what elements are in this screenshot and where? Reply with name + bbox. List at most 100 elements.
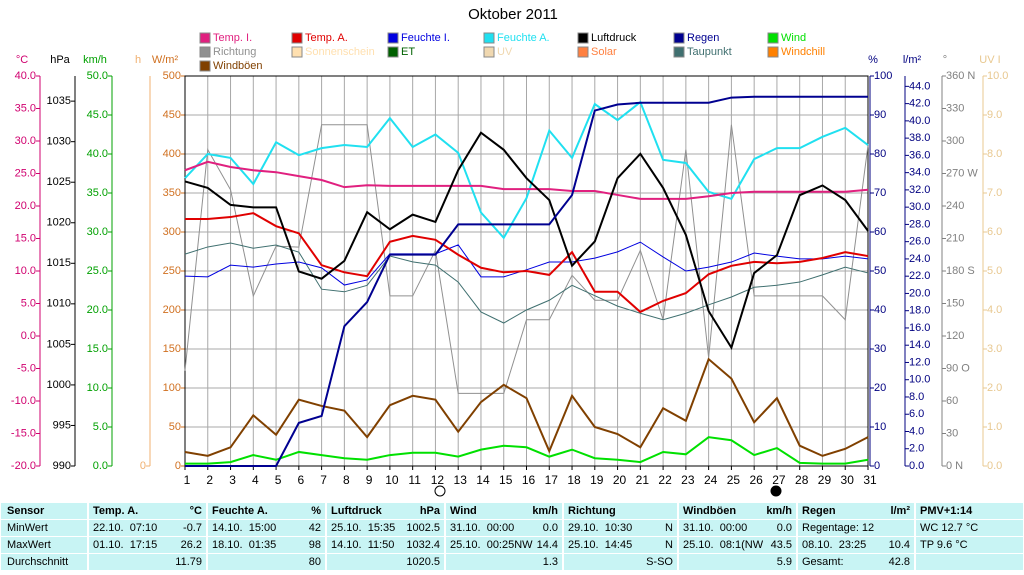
legend-label: Temp. A.: [305, 32, 348, 44]
y-tick-label: 10: [874, 421, 886, 433]
y-tick-label: 80: [874, 148, 886, 160]
table-cell: Regentage: 12: [798, 520, 914, 536]
y-tick-label: 6.0: [987, 226, 1002, 238]
series-line: [184, 160, 869, 200]
x-tick-label: 31: [863, 473, 877, 487]
series-line: [184, 100, 869, 240]
y-tick-label: 42.0: [909, 98, 930, 110]
cell-text: 43.5: [770, 539, 792, 551]
y-tick-label: -5.0: [17, 362, 36, 374]
table-cell: Feuchte A.%: [208, 503, 325, 519]
axis-unit: %: [868, 54, 878, 66]
y-tick-label: 60: [946, 395, 958, 407]
stats-table: Sensor Temp. A. °C Feuchte A.% Luftdruck hPa W…: [0, 500, 1024, 575]
y-tick-label: 0: [874, 460, 880, 472]
legend-label: Feuchte A.: [497, 32, 550, 44]
y-tick-label: 100: [874, 70, 892, 82]
legend-swatch: [767, 46, 779, 58]
x-tick-label: 20: [613, 473, 627, 487]
y-tick-label: 5.0: [21, 297, 36, 309]
cell-text: 22.10. 07:10: [93, 522, 158, 534]
legend-label: Wind: [781, 32, 806, 44]
x-tick-label: 22: [658, 473, 672, 487]
y-tick-label: 38.0: [909, 132, 930, 144]
x-tick-label: 28: [795, 473, 809, 487]
x-tick-label: 7: [320, 473, 327, 487]
series-line: [184, 357, 869, 457]
y-tick-label: 40.0: [909, 115, 930, 127]
series-line: [184, 131, 869, 351]
cell-text: 1002.5: [406, 522, 440, 534]
cell-text: 25.10. 15:35: [331, 522, 396, 534]
y-tick-label: 15.0: [15, 232, 36, 244]
y-tick-label: 1005: [47, 338, 71, 350]
table-cell: Sensor: [1, 503, 87, 519]
y-tick-label: 30: [946, 427, 958, 439]
cell-text: Windböen: [683, 505, 737, 517]
y-tick-label: 1025: [47, 176, 71, 188]
y-tick-label: 1000: [47, 379, 71, 391]
x-tick-label: 30: [841, 473, 855, 487]
table-cell: Luftdruck hPa: [327, 503, 444, 519]
legend-label: Feuchte I.: [401, 32, 450, 44]
y-tick-label: 35.0: [87, 187, 108, 199]
cell-text: PMV+1:14: [920, 505, 973, 517]
y-tick-label: 1030: [47, 136, 71, 148]
legend-label: Luftdruck: [591, 32, 637, 44]
x-tick-label: 29: [818, 473, 832, 487]
y-tick-label: 8.0: [987, 148, 1002, 160]
y-tick-label: -20.0: [11, 460, 36, 472]
y-tick-label: -15.0: [11, 427, 36, 439]
y-tick-label: 32.0: [909, 184, 930, 196]
y-tick-label: 16.0: [909, 322, 930, 334]
series-line: [185, 212, 869, 314]
y-tick-label: 6.0: [909, 408, 924, 420]
table-cell: MaxWert: [1, 537, 87, 553]
y-tick-label: 0.0: [987, 460, 1002, 472]
table-cell: PMV+1:14: [916, 503, 1023, 519]
cell-text: Feuchte A.: [212, 505, 268, 517]
legend-swatch: [291, 46, 303, 58]
y-tick-label: 60: [874, 226, 886, 238]
y-tick-label: 8.0: [909, 391, 924, 403]
cell-text: -0.7: [183, 522, 202, 534]
y-tick-label: 0: [140, 460, 146, 472]
table-cell: 25.10. 15:35 1002.5: [327, 520, 444, 536]
table-cell: 80: [208, 554, 325, 570]
table-cell: 18.10. 01:35 98: [208, 537, 325, 553]
cell-text: 31.10. 00:00: [683, 522, 748, 534]
cell-text: 5.9: [776, 556, 792, 568]
table-cell: 31.10. 00:00 0.0: [446, 520, 562, 536]
x-tick-label: 5: [275, 473, 282, 487]
y-tick-label: 12.0: [909, 356, 930, 368]
y-tick-label: 1015: [47, 257, 71, 269]
y-tick-label: 30.0: [909, 201, 930, 213]
x-tick-label: 21: [636, 473, 650, 487]
cell-text: °C: [189, 505, 202, 517]
y-tick-label: 250: [163, 265, 181, 277]
legend-swatch: [483, 46, 495, 58]
series-line: [185, 436, 869, 465]
cell-text: 11.79: [175, 556, 202, 568]
cell-text: 14.10. 15:00: [212, 522, 277, 534]
cell-text: Durchschnitt: [7, 556, 69, 568]
x-tick-label: 3: [229, 473, 236, 487]
cell-text: Luftdruck: [331, 505, 382, 517]
x-tick-label: 1: [184, 473, 191, 487]
table-cell: Temp. A. °C: [89, 503, 206, 519]
cell-text: 42: [308, 522, 321, 534]
y-tick-label: 20.0: [87, 304, 108, 316]
axis-unit: W/m²: [152, 54, 179, 66]
cell-text: S-SO: [646, 556, 673, 568]
table-cell: [916, 554, 1023, 570]
cell-text: 80: [308, 556, 321, 568]
y-tick-label: 270 W: [946, 167, 978, 179]
y-tick-label: 0.0: [909, 460, 924, 472]
y-tick-label: 150: [163, 343, 181, 355]
table-cell: 01.10. 17:15 26.2: [89, 537, 206, 553]
y-tick-label: 400: [163, 148, 181, 160]
axis-unit: l/m²: [903, 54, 922, 66]
legend-swatch: [199, 32, 211, 44]
chart-title: Oktober 2011: [468, 6, 558, 23]
